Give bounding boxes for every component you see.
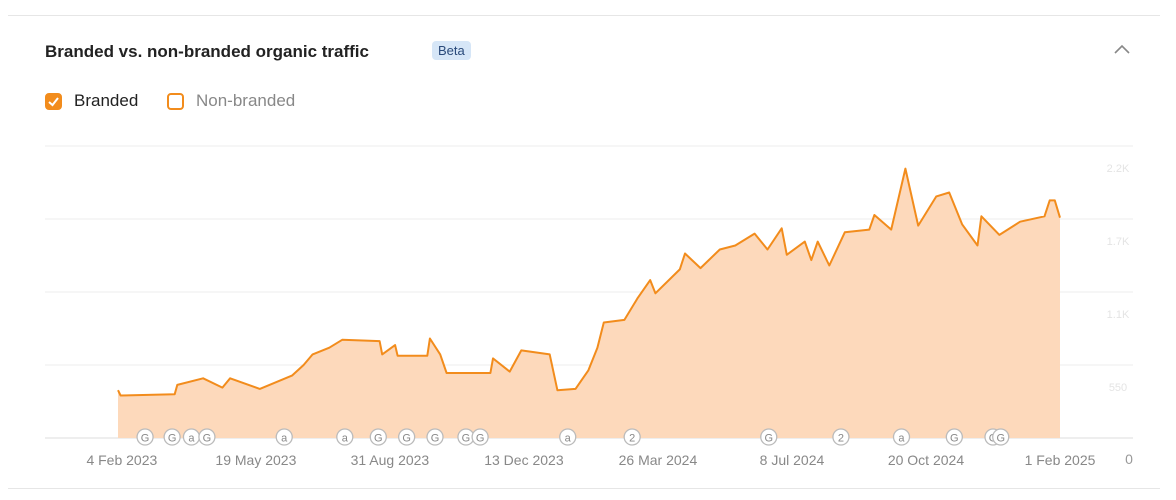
- legend-checkbox[interactable]: [45, 92, 62, 110]
- event-circle: [559, 428, 577, 446]
- x-tick-label: 20 Oct 2024: [888, 452, 964, 468]
- line: [117, 167, 1061, 397]
- event-label: G: [168, 433, 177, 445]
- event-marker[interactable]: G: [369, 428, 387, 446]
- x-tick-label: 1 Feb 2025: [1025, 452, 1096, 468]
- event-label: 2: [629, 433, 635, 445]
- event-label: a: [565, 433, 572, 445]
- legend-label: Branded: [74, 91, 139, 110]
- event-circle: [892, 428, 911, 446]
- event-circle: [426, 428, 444, 446]
- x-tick-label: 4 Feb 2023: [86, 452, 157, 468]
- event-marker[interactable]: 2: [623, 428, 641, 446]
- event-marker[interactable]: G: [398, 428, 416, 446]
- event-circle: [198, 428, 216, 446]
- event-marker[interactable]: a: [559, 428, 577, 446]
- legend-item[interactable]: Branded: [45, 91, 138, 111]
- area: [118, 168, 1060, 438]
- event-label: a: [342, 433, 349, 445]
- event-circle: [275, 428, 293, 446]
- collapse-toggle[interactable]: [1112, 40, 1132, 60]
- beta-badge: Beta: [432, 41, 471, 60]
- event-label: G: [476, 433, 485, 445]
- event-circle: [336, 428, 354, 446]
- event-circle: [992, 428, 1010, 446]
- x-tick-label: 31 Aug 2023: [351, 452, 430, 468]
- legend-label: Non-branded: [196, 91, 296, 110]
- y-tick-label: 0: [1125, 451, 1133, 467]
- event-marker[interactable]: G: [945, 428, 963, 446]
- event-marker[interactable]: G: [163, 428, 181, 446]
- event-marker[interactable]: G: [426, 428, 444, 446]
- event-marker[interactable]: a: [182, 428, 201, 446]
- event-label: 2: [838, 433, 844, 445]
- event-label: G: [141, 433, 150, 445]
- event-circle: [760, 428, 778, 446]
- y-tick-label: 1.7K: [1107, 236, 1130, 248]
- card: [8, 15, 1160, 489]
- event-label: G: [950, 433, 959, 445]
- event-circle: [945, 428, 963, 446]
- x-tick-label: 13 Dec 2023: [484, 452, 564, 468]
- y-tick-label: 1.1K: [1107, 309, 1130, 321]
- event-marker[interactable]: G: [760, 428, 778, 446]
- x-tick-label: 26 Mar 2024: [619, 452, 698, 468]
- event-marker[interactable]: a: [336, 428, 354, 446]
- event-label: G: [431, 433, 440, 445]
- event-label: G: [203, 433, 212, 445]
- event-label: a: [281, 433, 288, 445]
- event-marker[interactable]: G: [136, 428, 154, 446]
- event-circle: [369, 428, 387, 446]
- x-tick-label: 19 May 2023: [215, 452, 296, 468]
- event-label: G: [402, 433, 411, 445]
- event-label: G: [374, 433, 383, 445]
- event-marker[interactable]: a: [892, 428, 911, 446]
- event-marker[interactable]: G: [198, 428, 216, 446]
- legend-checkbox[interactable]: [167, 92, 184, 110]
- event-label: a: [188, 433, 195, 445]
- event-circle: [136, 428, 154, 446]
- event-marker[interactable]: G: [471, 428, 489, 446]
- event-label: a: [898, 433, 905, 445]
- y-tick-label: 2.2K: [1107, 163, 1130, 175]
- legend-item[interactable]: Non-branded: [167, 91, 295, 111]
- event-circle: [398, 428, 416, 446]
- event-circle: [623, 428, 641, 446]
- event-label: G: [764, 433, 773, 445]
- event-circle: [471, 428, 489, 446]
- event-label: G: [462, 433, 471, 445]
- chart-title: Branded vs. non-branded organic traffic: [45, 42, 369, 61]
- event-marker[interactable]: 2: [832, 428, 850, 446]
- event-marker[interactable]: a: [275, 428, 293, 446]
- event-label: G: [996, 433, 1005, 445]
- event-circle: [832, 428, 850, 446]
- x-tick-label: 8 Jul 2024: [760, 452, 825, 468]
- event-marker[interactable]: G: [992, 428, 1010, 446]
- event-circle: [163, 428, 181, 446]
- y-tick-label: 550: [1109, 382, 1127, 394]
